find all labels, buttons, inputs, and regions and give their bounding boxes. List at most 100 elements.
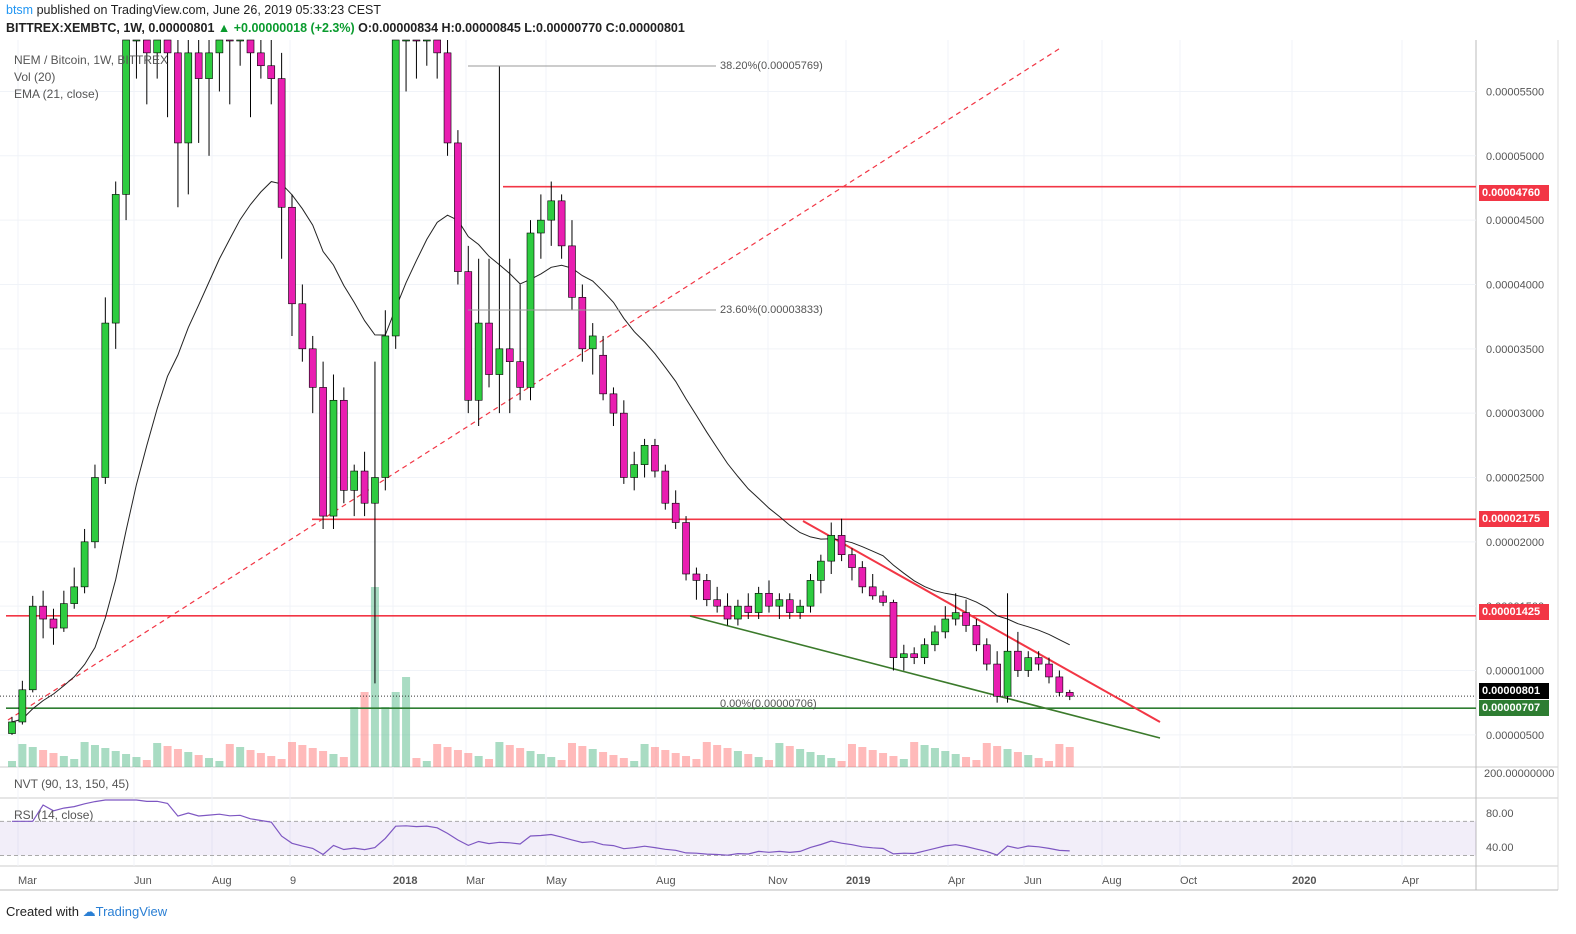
time-tick-label: 2020 (1292, 875, 1316, 887)
volume-bar (516, 748, 525, 767)
time-tick-label: Jun (1024, 875, 1042, 887)
candle (257, 40, 265, 79)
volume-bar (485, 759, 494, 767)
candle-body (982, 644, 991, 665)
candle-body (215, 39, 224, 54)
candle (982, 638, 991, 671)
candle (568, 220, 576, 311)
candle (702, 573, 711, 607)
candle (454, 130, 462, 285)
candle-body (568, 245, 576, 298)
candle (122, 39, 130, 221)
candle (630, 451, 639, 491)
volume-bar (90, 745, 99, 767)
volume-bar (194, 755, 203, 767)
candle (754, 586, 763, 620)
candle (827, 522, 836, 574)
candle-body (1003, 650, 1012, 697)
ohlc-values: O:0.00000834 H:0.00000845 L:0.00000770 C… (358, 21, 685, 35)
candle (143, 39, 151, 105)
candle-body (1065, 692, 1074, 697)
candle (101, 297, 110, 484)
candle (381, 310, 390, 491)
candle (485, 258, 493, 388)
candle-body (422, 39, 431, 42)
volume-bar (132, 757, 141, 767)
candle (661, 464, 670, 510)
volume-bar (972, 760, 981, 767)
time-tick-label: Aug (1102, 875, 1122, 887)
price-tick-label: 0.00003000 (1486, 408, 1544, 420)
volume-bar (18, 744, 27, 767)
fib-0-label: 0.00%(0.00000706) (720, 698, 817, 710)
grid-lines (0, 40, 1476, 866)
candle-body (381, 335, 390, 478)
volume-bar (1013, 752, 1022, 767)
descending-resistance-line (802, 520, 1161, 723)
volume-bar (557, 760, 566, 767)
candle-body (485, 322, 493, 375)
volume-bar (59, 756, 68, 767)
candle-body (80, 541, 89, 588)
candle-body (143, 39, 151, 54)
volume-bar (205, 758, 214, 767)
volume-bar (785, 746, 794, 767)
drawings (0, 46, 1476, 739)
candle-body (70, 586, 79, 604)
volume-bar (536, 754, 545, 767)
candle (433, 39, 441, 79)
price-tag-support: 0.00000707 (1479, 700, 1549, 716)
volume-bar (599, 752, 608, 767)
candle-body (39, 605, 47, 620)
candle-body (910, 653, 918, 658)
volume-bar (1034, 758, 1043, 767)
candle (796, 599, 804, 620)
candle (91, 464, 99, 549)
candle (785, 593, 794, 620)
volume-bar (982, 743, 991, 767)
candle-body (537, 219, 545, 234)
price-tick-label: 0.00002000 (1486, 537, 1544, 549)
candle (246, 39, 255, 118)
candle (18, 680, 27, 725)
candle-body (765, 592, 773, 607)
price-tick-label: 0.00005500 (1486, 86, 1544, 98)
created-with-text: Created with (6, 904, 79, 919)
volume-bar (723, 748, 732, 767)
candle-body (184, 52, 193, 144)
volume-bar (630, 761, 639, 767)
candle (184, 40, 193, 195)
candle-body (1045, 663, 1053, 678)
candle-body (692, 573, 701, 581)
author-link[interactable]: btsm (6, 3, 34, 17)
candle-body (1014, 650, 1022, 671)
candle-body (443, 52, 452, 144)
price-tick-label: 0.00004000 (1486, 279, 1544, 291)
volume-bar (1024, 755, 1033, 767)
candle (1065, 689, 1074, 701)
nvt-tick-label: 200.00000000 (1484, 768, 1554, 780)
candle (889, 599, 898, 671)
candle (651, 438, 659, 478)
candle-body (257, 52, 265, 67)
candle-body (817, 560, 825, 581)
volume-bar (184, 752, 193, 767)
volume-bar (930, 748, 939, 767)
candle (620, 400, 628, 484)
volume-bar (1045, 761, 1053, 767)
price-tag-resistance-high: 0.00004760 (1479, 185, 1549, 201)
candle (713, 586, 721, 613)
candle-body (464, 271, 473, 401)
candle-body (505, 348, 514, 362)
tradingview-link[interactable]: TradingView (95, 904, 168, 919)
volume-bar (1065, 747, 1074, 767)
volume-bar (941, 751, 950, 767)
price-tick-label: 0.00001000 (1486, 665, 1544, 677)
nvt-legend: NVT (90, 13, 150, 45) (14, 777, 130, 791)
candle (837, 518, 846, 562)
candle (588, 323, 597, 375)
candle-body (682, 522, 690, 575)
volume-bar (588, 749, 597, 767)
tradingview-logo-icon: ☁ (82, 904, 96, 919)
